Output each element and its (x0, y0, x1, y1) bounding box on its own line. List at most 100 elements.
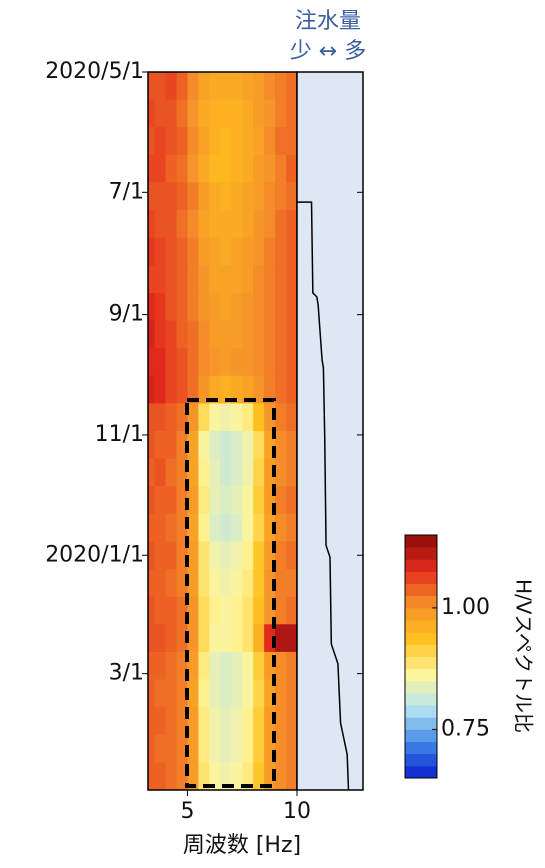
heat-cell (209, 596, 221, 625)
heat-cell (220, 596, 232, 625)
heat-cell (220, 679, 232, 708)
heat-cell (165, 596, 177, 625)
heat-cell (148, 762, 155, 790)
heat-cell (264, 762, 276, 790)
heat-cell (148, 707, 155, 736)
heat-cell (253, 569, 265, 598)
heat-cell (231, 431, 243, 460)
heat-cell (253, 734, 265, 763)
heatmap (148, 72, 297, 790)
heat-cell (286, 458, 297, 487)
heat-cell (209, 651, 221, 680)
heat-cell (154, 182, 166, 211)
injection-line (297, 201, 350, 791)
heat-cell (176, 569, 188, 598)
heat-cell (198, 431, 210, 460)
heat-cell (209, 541, 221, 570)
heat-cell (154, 210, 166, 239)
heat-cell (154, 486, 166, 515)
colorbar-step (405, 620, 437, 633)
heat-cell (148, 734, 155, 763)
heat-cell (253, 707, 265, 736)
y-tick-label: 2020/1/1 (45, 542, 144, 567)
heat-cell (209, 762, 221, 790)
heat-cell (148, 403, 155, 432)
heat-cell (253, 72, 265, 101)
heat-cell (264, 265, 276, 294)
heat-cell (286, 486, 297, 515)
heat-cell (187, 182, 199, 211)
heat-cell (286, 651, 297, 680)
heat-cell (286, 99, 297, 128)
heat-cell (275, 541, 287, 570)
heat-cell (148, 679, 155, 708)
heat-cell (242, 486, 254, 515)
heat-cell (165, 348, 177, 377)
heat-cell (198, 569, 210, 598)
heat-cell (231, 541, 243, 570)
heat-cell (264, 569, 276, 598)
heat-cell (165, 320, 177, 349)
heat-cell (220, 265, 232, 294)
colorbar-step (405, 607, 437, 621)
heat-cell (275, 624, 287, 653)
heat-cell (154, 431, 166, 460)
heat-cell (242, 320, 254, 349)
heat-cell (275, 99, 287, 128)
heat-cell (275, 403, 287, 432)
heat-cell (187, 154, 199, 183)
heat-cell (275, 679, 287, 708)
heat-cell (286, 348, 297, 377)
heat-cell (264, 72, 276, 101)
colorbar-step (405, 741, 437, 755)
heat-cell (253, 651, 265, 680)
heat-cell (275, 458, 287, 487)
heat-cell (148, 210, 155, 239)
heat-cell (176, 734, 188, 763)
heat-cell (253, 375, 265, 404)
heat-cell (187, 127, 199, 156)
heat-cell (198, 292, 210, 321)
heat-cell (148, 569, 155, 598)
heat-cell (275, 762, 287, 790)
highlight-box (185, 398, 276, 788)
heat-cell (286, 403, 297, 432)
heat-cell (187, 265, 199, 294)
heat-cell (187, 651, 199, 680)
heat-cell (165, 762, 177, 790)
heat-cell (209, 154, 221, 183)
heat-cell (154, 513, 166, 542)
heat-cell (198, 624, 210, 653)
heat-cell (286, 569, 297, 598)
heat-cell (286, 541, 297, 570)
heat-cell (148, 513, 155, 542)
heat-cell (209, 210, 221, 239)
heat-cell (242, 154, 254, 183)
heat-cell (220, 375, 232, 404)
heat-cell (264, 596, 276, 625)
heat-cell (231, 182, 243, 211)
heat-cell (187, 210, 199, 239)
heat-cell (231, 707, 243, 736)
heat-cell (286, 596, 297, 625)
heat-cell (220, 569, 232, 598)
heat-cell (220, 348, 232, 377)
heat-cell (187, 624, 199, 653)
colorbar-step (405, 547, 437, 560)
heat-cell (148, 99, 155, 128)
heat-cell (209, 265, 221, 294)
heat-cell (220, 99, 232, 128)
heat-cell (220, 72, 232, 101)
heat-cell (242, 182, 254, 211)
heat-cell (286, 265, 297, 294)
heat-cell (264, 541, 276, 570)
heat-cell (198, 651, 210, 680)
heat-cell (264, 348, 276, 377)
x-tick-label: 10 (283, 799, 311, 824)
heat-cell (264, 99, 276, 128)
heat-cell (242, 375, 254, 404)
heat-cell (198, 403, 210, 432)
panel-scale-label: 少 ↔ 多 (290, 39, 366, 64)
heat-cell (286, 237, 297, 266)
heat-cell (220, 237, 232, 266)
